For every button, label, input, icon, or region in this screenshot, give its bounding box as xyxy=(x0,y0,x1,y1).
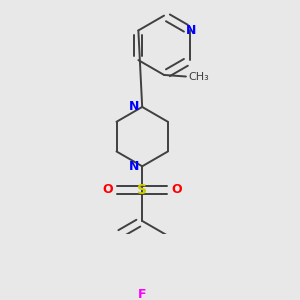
Text: N: N xyxy=(186,24,196,37)
Text: O: O xyxy=(103,183,113,196)
Text: O: O xyxy=(171,183,182,196)
Text: F: F xyxy=(138,288,146,300)
Text: N: N xyxy=(129,160,140,173)
Text: CH₃: CH₃ xyxy=(188,71,209,82)
Text: S: S xyxy=(137,183,147,197)
Text: N: N xyxy=(129,100,140,113)
